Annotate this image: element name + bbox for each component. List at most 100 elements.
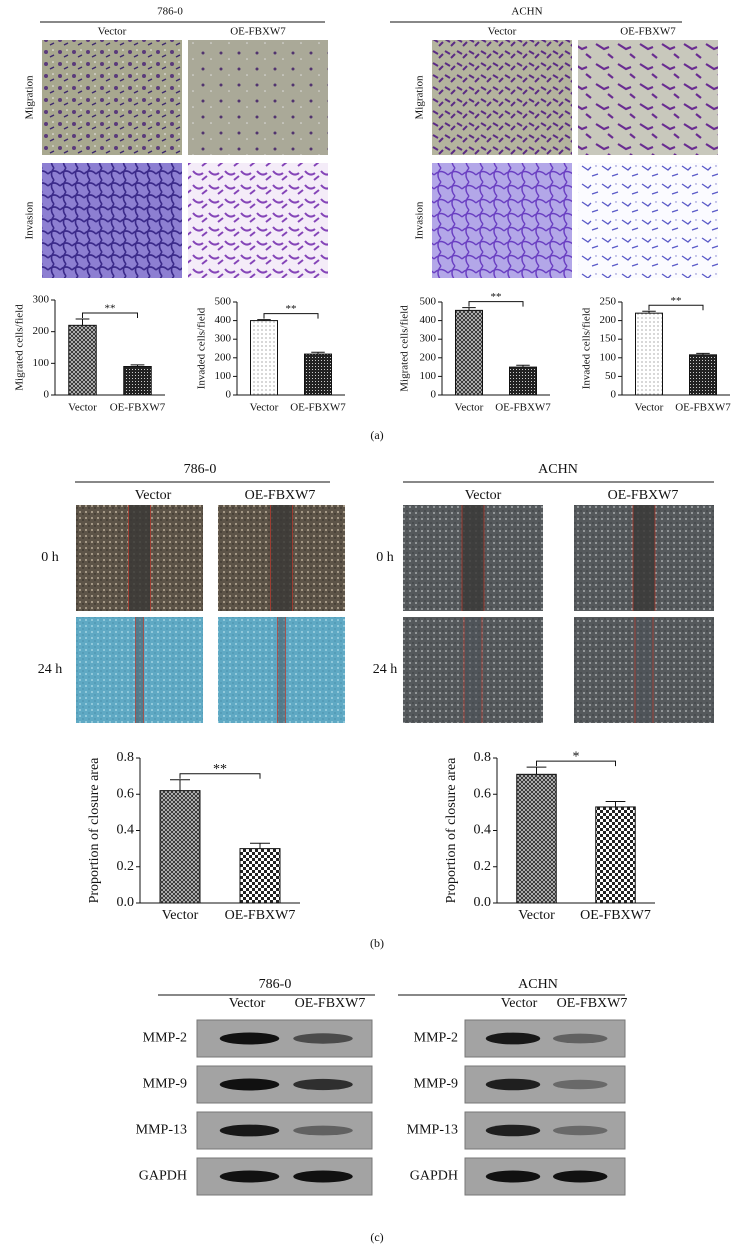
bar <box>689 354 717 396</box>
y-tick-label: 50 <box>605 370 617 382</box>
bar <box>68 324 97 396</box>
y-tick-label: 200 <box>215 351 232 363</box>
row-label: MMP-2 <box>143 1031 187 1046</box>
blot-band <box>553 1125 608 1136</box>
error-bar <box>516 364 530 368</box>
wound-gap <box>270 505 293 611</box>
bar <box>123 366 152 396</box>
blot-band <box>293 1033 353 1044</box>
y-tick-label: 0.2 <box>474 859 492 874</box>
group-title: 786-0 <box>157 6 183 18</box>
group-title: 786-0 <box>259 977 292 992</box>
y-tick-label: 200 <box>600 314 617 326</box>
x-tick-label: Vector <box>635 402 664 414</box>
y-tick-label: 300 <box>33 294 50 306</box>
significance-bracket <box>82 312 138 318</box>
significance-bracket <box>179 773 261 779</box>
row-label: MMP-13 <box>407 1123 458 1138</box>
blot-band <box>553 1033 608 1044</box>
column-label: OE-FBXW7 <box>245 488 316 503</box>
wound-gap <box>635 617 653 723</box>
x-tick-label: Vector <box>68 402 97 414</box>
row-label: GAPDH <box>410 1169 458 1184</box>
micrograph <box>432 40 572 155</box>
y-tick-label: 100 <box>600 351 617 363</box>
blot-band <box>219 1170 280 1183</box>
y-tick-label: 400 <box>420 314 437 326</box>
row-label: 24 h <box>38 662 63 677</box>
row-label: Invasion <box>414 201 426 239</box>
blot-band <box>219 1078 280 1091</box>
row-label: 0 h <box>376 550 394 565</box>
row-label: MMP-9 <box>414 1077 458 1092</box>
group-title: ACHN <box>538 462 578 477</box>
row-label: MMP-2 <box>414 1031 458 1046</box>
micrograph <box>188 40 328 155</box>
significance-bracket <box>263 313 319 319</box>
significance-bracket <box>536 760 616 767</box>
x-tick-label: OE-FBXW7 <box>580 908 651 923</box>
wound-gap <box>633 505 655 611</box>
column-label: Vector <box>488 26 517 38</box>
x-tick-label: Vector <box>162 908 199 923</box>
error-bar <box>170 779 190 791</box>
group-title: ACHN <box>518 977 558 992</box>
y-axis-title: Migrated cells/field <box>14 304 26 391</box>
group-title: ACHN <box>511 6 542 18</box>
group-title: 786-0 <box>184 462 217 477</box>
column-label: OE-FBXW7 <box>230 26 286 38</box>
micrograph <box>578 163 718 278</box>
y-tick-label: 200 <box>420 351 437 363</box>
wound-gap <box>128 505 151 611</box>
y-axis-title: Proportion of closure area <box>444 757 459 904</box>
blot-band <box>219 1032 280 1045</box>
x-tick-label: OE-FBXW7 <box>675 402 731 414</box>
y-tick-label: 0.4 <box>117 823 135 838</box>
x-tick-label: OE-FBXW7 <box>495 402 551 414</box>
bar <box>239 848 281 904</box>
x-tick-label: OE-FBXW7 <box>110 402 166 414</box>
significance-label: * <box>573 749 580 764</box>
y-tick-label: 0 <box>431 389 437 401</box>
y-tick-label: 0 <box>611 389 617 401</box>
x-tick-label: OE-FBXW7 <box>290 402 346 414</box>
micrograph <box>578 40 718 155</box>
panel-label: (b) <box>370 936 384 950</box>
bar <box>635 312 663 396</box>
y-tick-label: 100 <box>33 357 50 369</box>
blot-band <box>485 1124 541 1137</box>
y-axis-title: Invaded cells/field <box>581 307 593 389</box>
error-bar <box>642 310 656 314</box>
y-tick-label: 0.8 <box>117 750 135 765</box>
blot-band <box>485 1078 541 1091</box>
y-tick-label: 0.8 <box>474 750 492 765</box>
row-label: MMP-13 <box>136 1123 187 1138</box>
y-tick-label: 300 <box>420 333 437 345</box>
content: (a) 786-0 Vector OE-FBXW7 Migration Invasion A… <box>14 6 732 1244</box>
panel-label: (c) <box>370 1230 383 1244</box>
y-tick-label: 250 <box>600 296 617 308</box>
y-tick-label: 0.6 <box>474 786 492 801</box>
row-label: MMP-9 <box>143 1077 187 1092</box>
significance-bracket <box>648 304 704 311</box>
y-tick-label: 150 <box>600 333 617 345</box>
row-label: Migration <box>24 75 36 119</box>
y-tick-label: 0.0 <box>474 895 492 910</box>
y-tick-label: 300 <box>215 333 232 345</box>
y-tick-label: 0.0 <box>117 895 135 910</box>
bar <box>455 309 483 396</box>
significance-label: ** <box>286 303 297 315</box>
wound-gap <box>277 617 286 723</box>
error-bar <box>250 842 270 849</box>
column-label: Vector <box>135 488 172 503</box>
error-bar <box>130 364 145 367</box>
wound-gap <box>464 617 482 723</box>
micrograph <box>188 163 328 278</box>
blot-band <box>485 1032 541 1045</box>
blot-band <box>293 1125 353 1136</box>
y-tick-label: 400 <box>215 314 232 326</box>
significance-label: ** <box>213 762 227 777</box>
bar <box>250 320 278 396</box>
blot-band <box>485 1170 541 1183</box>
error-bar <box>257 319 271 321</box>
